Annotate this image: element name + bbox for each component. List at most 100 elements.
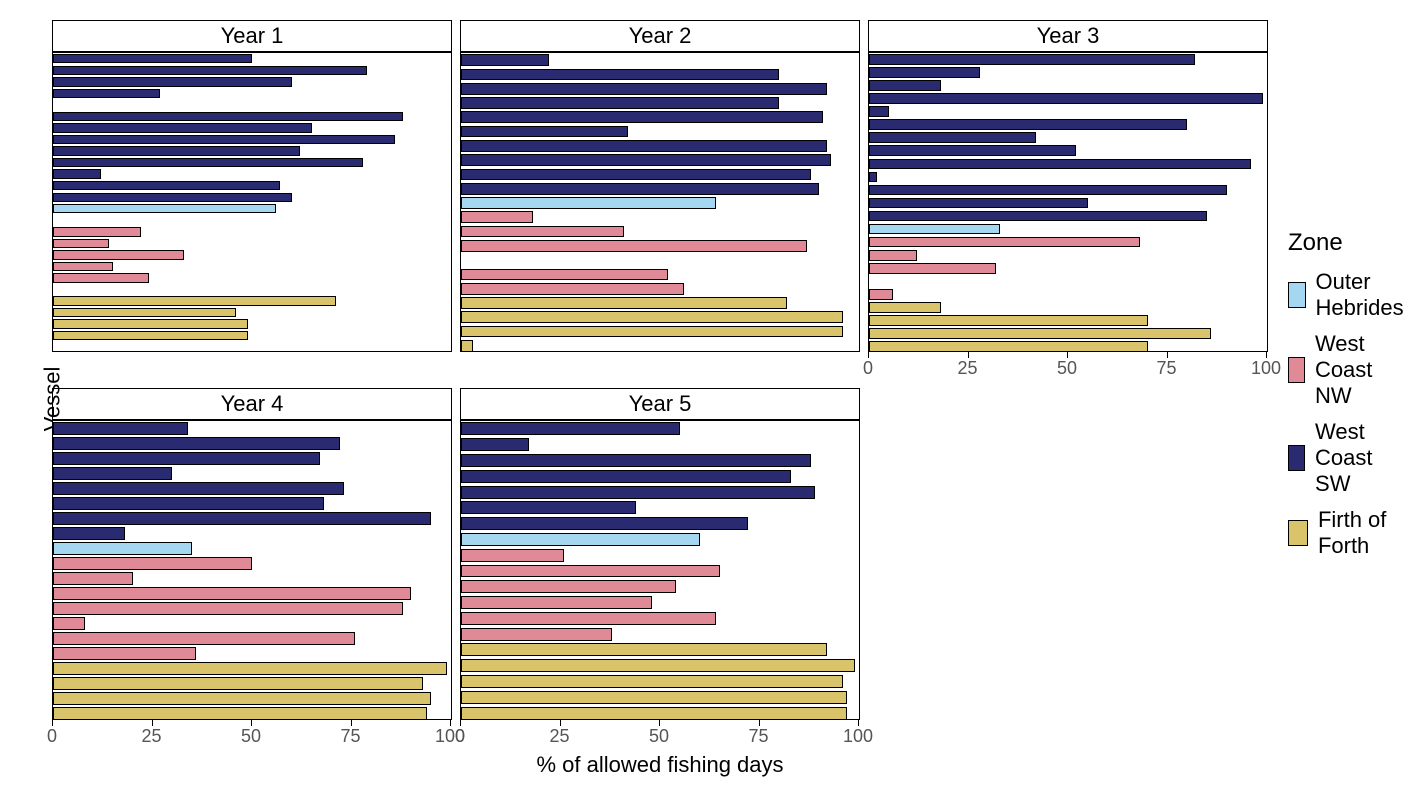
bar — [53, 319, 248, 328]
bar — [869, 237, 1140, 248]
panel-row-2: Year 40255075100Year 50255075100 — [52, 388, 1268, 748]
bar — [53, 89, 160, 98]
bar — [461, 707, 847, 720]
bar — [461, 154, 831, 166]
legend-swatch — [1288, 357, 1305, 383]
legend-swatch — [1288, 520, 1308, 546]
x-tick-label: 100 — [1251, 358, 1281, 379]
bar — [869, 172, 877, 183]
bar — [869, 93, 1263, 104]
bar — [461, 533, 700, 546]
bar — [461, 283, 684, 295]
bar — [461, 97, 779, 109]
x-tick-label: 25 — [141, 726, 161, 747]
bar — [53, 677, 423, 689]
bar — [53, 437, 340, 449]
bar — [869, 263, 996, 274]
legend-item: Outer Hebrides — [1288, 269, 1412, 321]
bar — [461, 580, 676, 593]
panel-body — [52, 52, 452, 352]
panel-header: Year 4 — [52, 388, 452, 420]
bar — [53, 557, 252, 569]
panel: Year 2 — [460, 20, 860, 380]
bar — [869, 132, 1036, 143]
bar — [461, 454, 811, 467]
x-tick-label: 75 — [1156, 358, 1176, 379]
bar — [53, 331, 248, 340]
bar — [53, 181, 280, 190]
panel: Year 40255075100 — [52, 388, 452, 748]
legend-item: West Coast NW — [1288, 331, 1412, 409]
bar — [461, 197, 716, 209]
bar — [869, 80, 941, 91]
plot-area: Year 1Year 2Year 30255075100 Year 402550… — [52, 20, 1268, 778]
bar — [461, 675, 843, 688]
bar — [53, 542, 192, 554]
x-tick-label: 75 — [748, 726, 768, 747]
bar — [869, 328, 1211, 339]
bar — [53, 692, 431, 704]
bar — [869, 159, 1251, 170]
legend-label: Outer Hebrides — [1316, 269, 1412, 321]
panel-body — [52, 420, 452, 720]
bar — [53, 452, 320, 464]
bar — [53, 587, 411, 599]
bar — [869, 145, 1076, 156]
panel: Year 50255075100 — [460, 388, 860, 748]
y-tick — [460, 260, 461, 261]
y-tick — [52, 347, 53, 348]
bar — [53, 239, 109, 248]
bar — [461, 240, 807, 252]
bar — [461, 226, 624, 238]
panel-body — [868, 52, 1268, 352]
bar — [53, 204, 276, 213]
bar — [461, 486, 815, 499]
bar — [53, 482, 344, 494]
legend-label: Firth of Forth — [1318, 507, 1412, 559]
bar — [869, 198, 1088, 209]
bar — [869, 341, 1148, 352]
panel: Year 1 — [52, 20, 452, 380]
bar — [461, 297, 787, 309]
bar — [53, 146, 300, 155]
bar — [53, 169, 101, 178]
x-axis-label: % of allowed fishing days — [52, 752, 1268, 778]
figure: Vessel Year 1Year 2Year 30255075100 Year… — [20, 20, 1392, 778]
y-tick — [868, 281, 869, 282]
bar — [461, 126, 628, 138]
bar — [461, 422, 680, 435]
bar — [53, 632, 355, 644]
bar — [461, 83, 827, 95]
bar — [869, 185, 1227, 196]
bar — [461, 470, 791, 483]
bar — [53, 193, 292, 202]
legend-item: Firth of Forth — [1288, 507, 1412, 559]
panel-header: Year 3 — [868, 20, 1268, 52]
legend-label: West Coast SW — [1315, 419, 1412, 497]
x-tick-label: 75 — [340, 726, 360, 747]
bar — [53, 308, 236, 317]
bar — [53, 262, 113, 271]
bar — [461, 612, 716, 625]
bar — [53, 54, 252, 63]
bar — [461, 311, 843, 323]
bar — [869, 54, 1195, 65]
bar — [53, 77, 292, 86]
bar — [461, 69, 779, 81]
bar — [53, 527, 125, 539]
bar — [461, 565, 720, 578]
x-tick-label: 0 — [455, 726, 465, 747]
x-tick-label: 100 — [843, 726, 873, 747]
bar — [461, 501, 636, 514]
panel-header: Year 2 — [460, 20, 860, 52]
bar — [53, 296, 336, 305]
legend-swatch — [1288, 445, 1305, 471]
y-tick — [52, 290, 53, 291]
bar — [869, 315, 1148, 326]
bar — [461, 549, 564, 562]
bar — [53, 66, 367, 75]
legend: Zone Outer HebridesWest Coast NWWest Coa… — [1288, 229, 1412, 569]
bar — [461, 269, 668, 281]
panel-row-1: Year 1Year 2Year 30255075100 — [52, 20, 1268, 380]
panel-header: Year 1 — [52, 20, 452, 52]
